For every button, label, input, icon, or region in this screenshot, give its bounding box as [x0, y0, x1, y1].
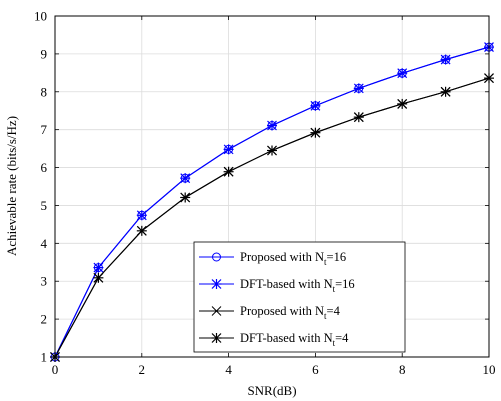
y-tick-label: 1: [41, 350, 48, 365]
legend-marker: [211, 333, 222, 343]
axis-ticks: [54, 15, 490, 358]
legend-label: DFT-based with Nt=4: [240, 331, 349, 348]
series-4-point: [353, 112, 364, 123]
series-2-point: [93, 262, 104, 273]
y-tick-label: 10: [34, 9, 47, 24]
legend-entry-2: DFT-based with Nt=16: [199, 277, 355, 294]
legend-label: DFT-based with Nt=16: [240, 277, 355, 294]
x-axis-title: SNR(dB): [247, 383, 296, 398]
series-2-point: [267, 120, 277, 131]
series-4-point: [180, 192, 191, 203]
series-2-point: [440, 54, 451, 65]
legend-marker: [211, 279, 222, 289]
marker-stroke: [211, 306, 222, 316]
x-tick-label: 8: [399, 362, 406, 377]
y-tick-label: 7: [41, 122, 48, 137]
series-4-point: [397, 98, 408, 109]
y-tick-label: 9: [41, 46, 48, 61]
y-axis-title: Achievable rate (bits/s/Hz): [4, 116, 19, 256]
legend-entry-1: Proposed with Nt=16: [199, 250, 346, 267]
series-4-point: [440, 86, 451, 97]
series-4-point: [310, 127, 321, 138]
y-tick-label: 8: [41, 84, 48, 99]
series-2-point: [353, 83, 364, 94]
legend: Proposed with Nt=16 DFT-based with Nt=16 P…: [193, 241, 406, 353]
legend-label: Proposed with Nt=16: [240, 250, 346, 267]
x-tick-label: 0: [52, 362, 59, 377]
series-2-point: [310, 100, 321, 111]
series-4-point: [267, 145, 277, 156]
series-2-point: [397, 68, 408, 79]
x-tick-label: 6: [312, 362, 319, 377]
y-tick-label: 5: [41, 198, 48, 213]
marker-circle: [212, 252, 221, 262]
x-tick-label: 4: [225, 362, 232, 377]
series-4-point: [223, 166, 234, 177]
legend-label: Proposed with Nt=4: [240, 304, 341, 321]
x-tick-label: 10: [483, 362, 496, 377]
plot-frame: [54, 15, 490, 358]
x-tick-label: 2: [139, 362, 146, 377]
series-2-point: [180, 173, 191, 184]
y-tick-label: 6: [41, 160, 48, 175]
legend-entry-4: DFT-based with Nt=4: [199, 331, 349, 348]
series-2-point: [223, 144, 234, 155]
y-tick-label: 3: [41, 274, 48, 289]
y-tick-label: 2: [41, 312, 48, 327]
series-4-point: [136, 225, 147, 236]
legend-box: [193, 241, 406, 353]
series-4-point: [93, 272, 104, 283]
legend-marker: [212, 252, 221, 262]
y-tick-label: 4: [41, 236, 48, 251]
series-2-point: [136, 210, 147, 221]
legend-entry-3: Proposed with Nt=4: [199, 304, 341, 321]
legend-marker: [211, 306, 222, 316]
